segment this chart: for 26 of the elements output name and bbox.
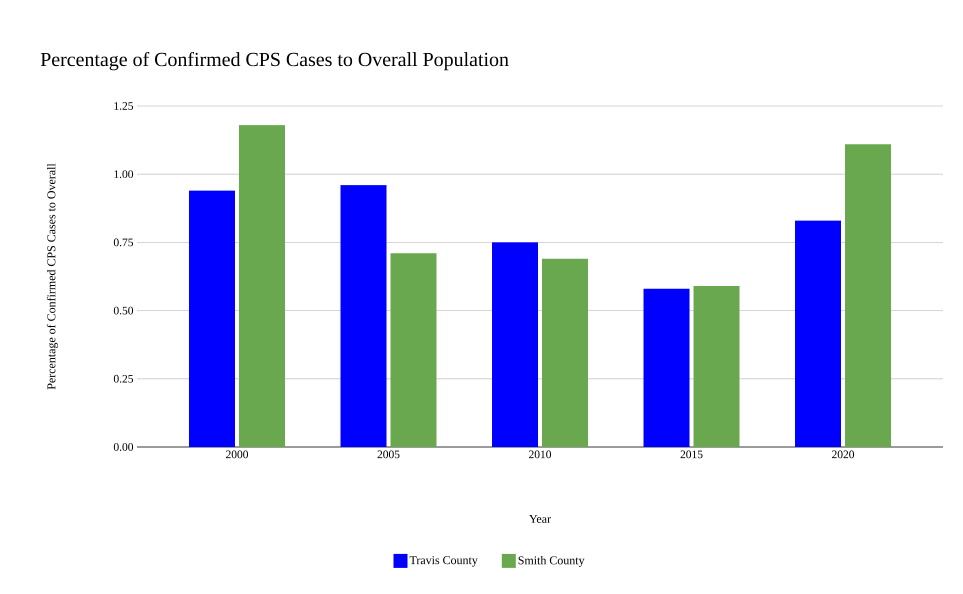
bar	[492, 242, 538, 447]
y-axis-title: Percentage of Confirmed CPS Cases to Overall	[46, 164, 58, 390]
bar	[644, 288, 690, 447]
x-axis-title: Year	[529, 514, 551, 523]
bar	[238, 125, 285, 447]
x-tick-label: 2015	[680, 450, 703, 458]
legend-label: Travis County	[410, 556, 478, 567]
x-tick-label: 2000	[226, 450, 248, 458]
bar	[390, 253, 436, 447]
legend-label: Smith County	[518, 556, 585, 567]
bar	[188, 190, 235, 447]
x-tick-label: 2020	[832, 450, 854, 458]
bar	[795, 220, 842, 447]
y-tick-label: 0.25	[114, 374, 134, 383]
y-tick-label: 0.00	[114, 443, 134, 451]
x-tick-label: 2010	[529, 450, 552, 458]
bar	[340, 185, 386, 447]
bar	[694, 286, 740, 447]
bar	[542, 258, 588, 447]
bar	[845, 144, 892, 447]
y-tick-label: 1.25	[114, 102, 134, 110]
y-tick-label: 0.50	[114, 306, 134, 314]
x-tick-label: 2005	[378, 450, 400, 458]
chart-title: Percentage of Confirmed CPS Cases to Overall Population	[40, 52, 509, 70]
y-tick-label: 1.00	[114, 170, 134, 178]
y-tick-label: 0.75	[114, 238, 134, 246]
